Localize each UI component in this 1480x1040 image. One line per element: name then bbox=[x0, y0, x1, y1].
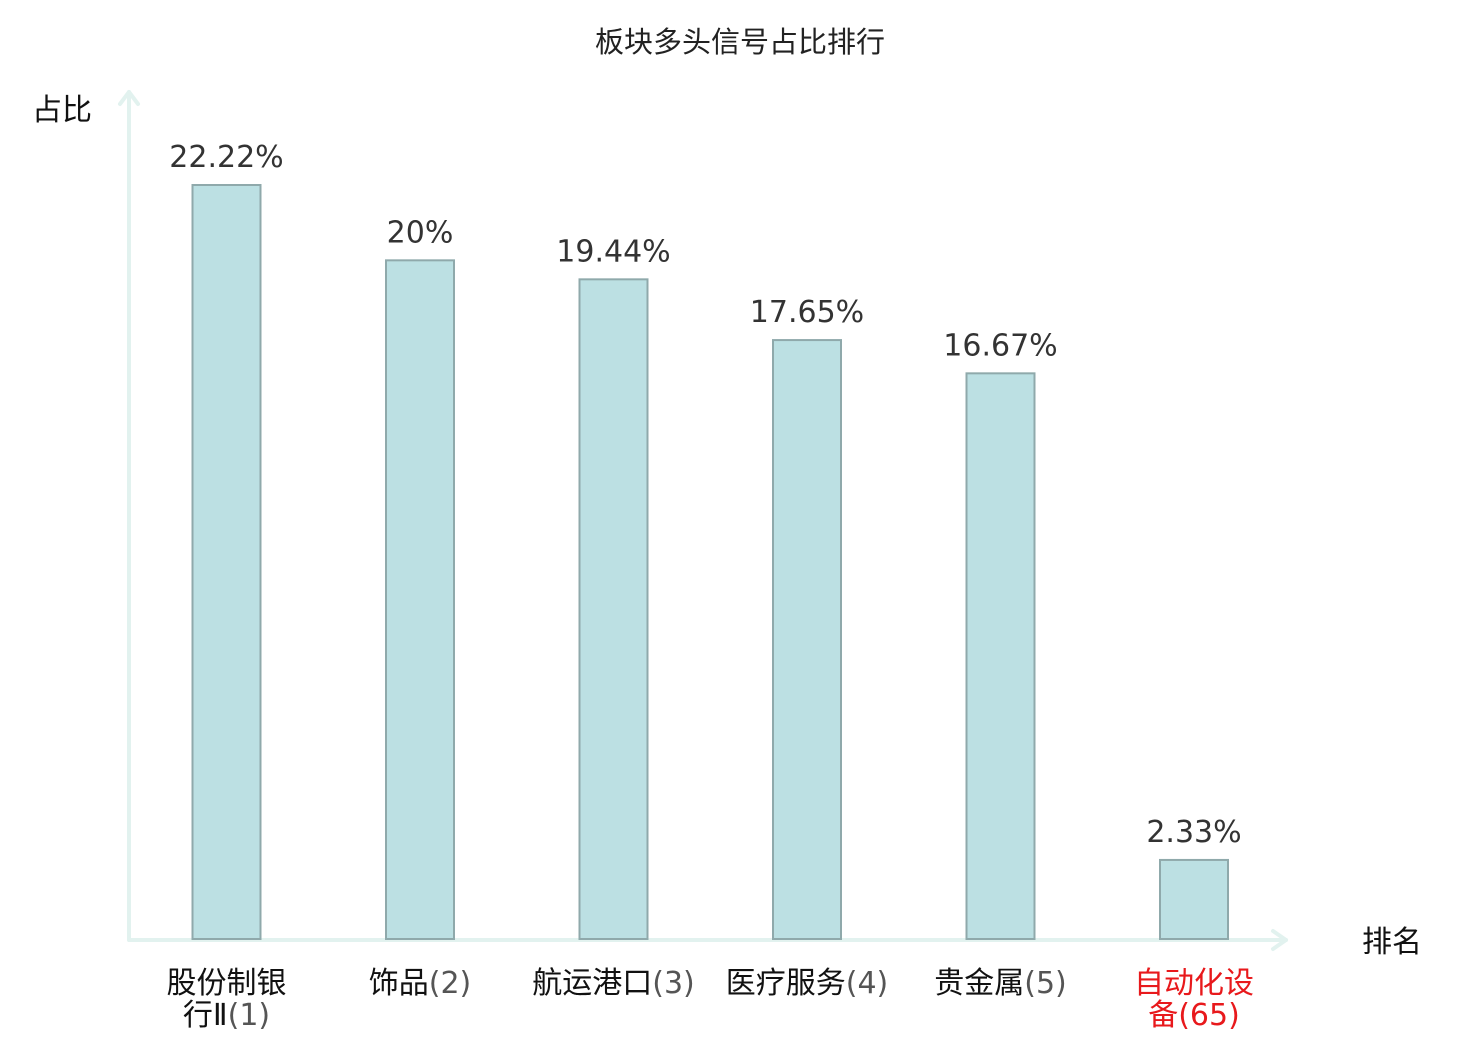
rank-label: (1) bbox=[228, 998, 271, 1033]
bar-value-label: 17.65% bbox=[750, 295, 864, 330]
x-tick-label: 医疗服务(4) bbox=[726, 966, 889, 1001]
x-tick-label: 自动化设 bbox=[1134, 966, 1254, 1001]
bar-value-label: 20% bbox=[387, 215, 454, 250]
chart-title: 板块多头信号占比排行 bbox=[595, 25, 885, 59]
bar-value-label: 2.33% bbox=[1146, 815, 1241, 850]
y-axis-arrow-icon bbox=[118, 90, 140, 106]
x-tick-label: 备(65) bbox=[1148, 998, 1240, 1033]
bar-value-label: 19.44% bbox=[556, 234, 670, 269]
rank-label: (2) bbox=[429, 966, 472, 1001]
bar bbox=[772, 339, 842, 940]
rank-label: (5) bbox=[1024, 966, 1067, 1001]
bar bbox=[578, 278, 649, 940]
bar bbox=[1159, 858, 1229, 940]
bar bbox=[191, 184, 262, 940]
x-tick-label: 贵金属(5) bbox=[934, 966, 1067, 1001]
bar-value-label: 22.22% bbox=[169, 140, 283, 175]
x-axis-arrow-icon bbox=[1271, 929, 1288, 951]
y-axis-title: 占比 bbox=[32, 93, 92, 128]
value-label-group: 22.22% 20% 19.44% 17.65% 16.67% 2.33% bbox=[169, 140, 1241, 850]
x-tick-label: 航运港口(3) bbox=[532, 966, 695, 1001]
x-tick-label: 行Ⅱ(1) bbox=[183, 998, 270, 1033]
rank-label: (3) bbox=[652, 966, 695, 1001]
bar-group bbox=[191, 184, 1229, 940]
bar bbox=[965, 372, 1036, 940]
rank-label: (65) bbox=[1178, 998, 1240, 1033]
bar-value-label: 16.67% bbox=[943, 328, 1057, 363]
x-axis-title: 排名 bbox=[1362, 925, 1422, 960]
bar bbox=[385, 259, 455, 940]
rank-label: (4) bbox=[846, 966, 889, 1001]
x-tick-label: 饰品(2) bbox=[369, 966, 472, 1001]
x-tick-label: 股份制银 bbox=[167, 966, 287, 1001]
